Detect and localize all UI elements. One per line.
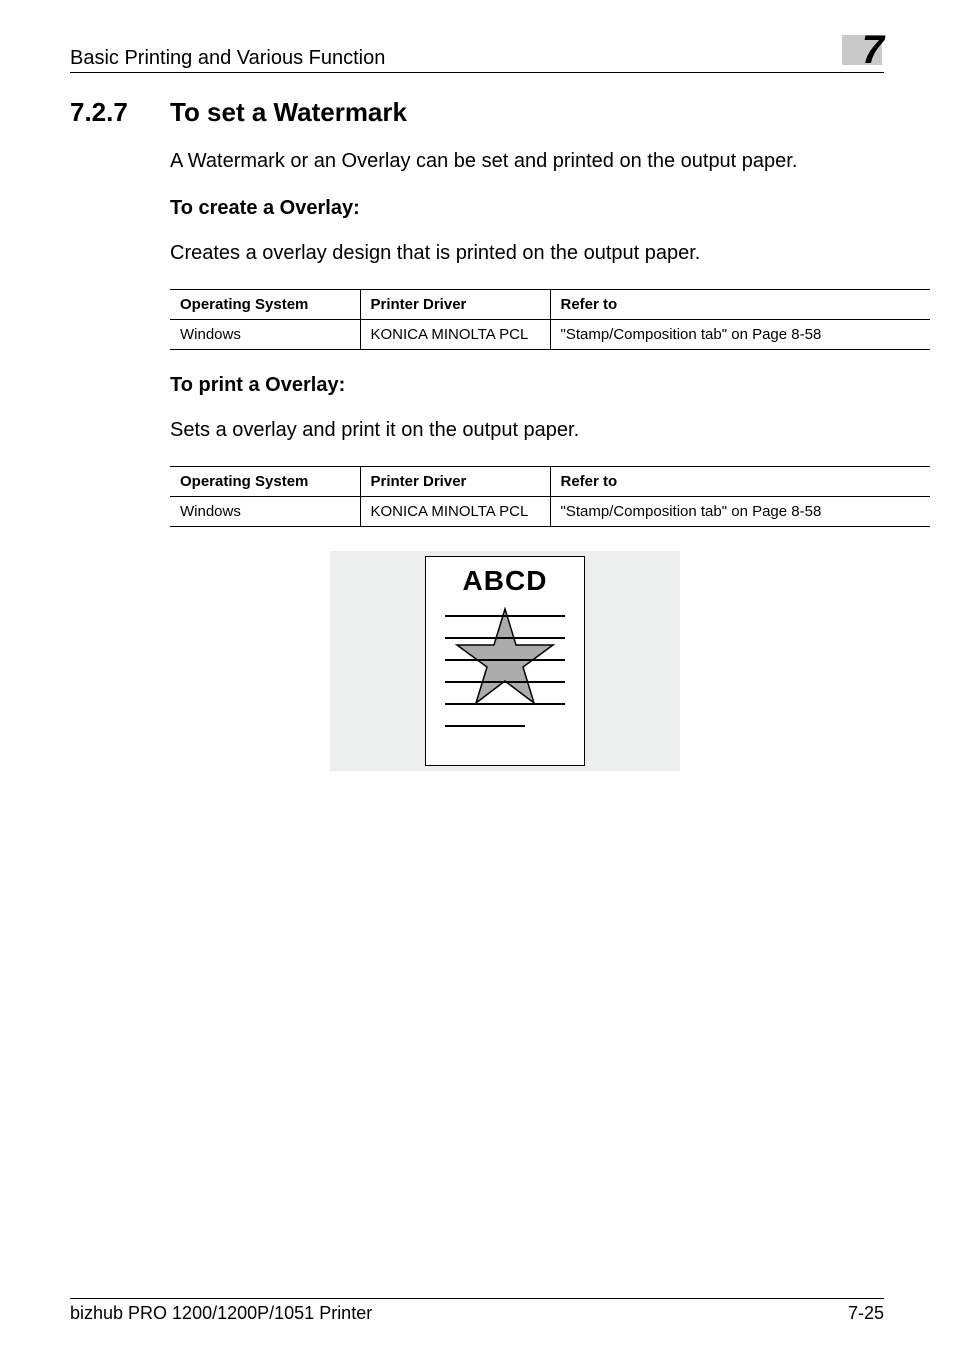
overlay-text-line xyxy=(445,725,525,727)
cell-ref: "Stamp/Composition tab" on Page 8-58 xyxy=(550,320,930,350)
col-ref: Refer to xyxy=(550,290,930,320)
create-overlay-table: Operating System Printer Driver Refer to… xyxy=(170,289,930,350)
overlay-text-line xyxy=(445,681,565,683)
runhead-title: Basic Printing and Various Function xyxy=(70,47,385,70)
section-heading: 7.2.7 To set a Watermark xyxy=(70,97,884,128)
overlay-illustration: ABCD xyxy=(330,551,680,771)
running-head: Basic Printing and Various Function 7 xyxy=(70,30,884,73)
table-header-row: Operating System Printer Driver Refer to xyxy=(170,467,930,497)
footer-right: 7-25 xyxy=(848,1303,884,1324)
col-ref: Refer to xyxy=(550,467,930,497)
footer-left: bizhub PRO 1200/1200P/1051 Printer xyxy=(70,1303,372,1324)
print-overlay-heading: To print a Overlay: xyxy=(170,374,884,397)
star-polygon xyxy=(457,609,553,703)
table-row: Windows KONICA MINOLTA PCL "Stamp/Compos… xyxy=(170,497,930,527)
overlay-text-line xyxy=(445,703,565,705)
overlay-page-body xyxy=(445,601,565,741)
overlay-text-line xyxy=(445,637,565,639)
intro-paragraph: A Watermark or an Overlay can be set and… xyxy=(170,148,884,175)
star-icon xyxy=(455,607,555,707)
cell-os: Windows xyxy=(170,497,360,527)
overlay-text-line xyxy=(445,615,565,617)
overlay-page-heading: ABCD xyxy=(463,565,548,597)
create-overlay-heading: To create a Overlay: xyxy=(170,197,884,220)
print-overlay-text: Sets a overlay and print it on the outpu… xyxy=(170,417,884,444)
col-driver: Printer Driver xyxy=(360,290,550,320)
overlay-text-line xyxy=(445,659,565,661)
section-title: To set a Watermark xyxy=(170,97,407,128)
print-overlay-table: Operating System Printer Driver Refer to… xyxy=(170,466,930,527)
chapter-number: 7 xyxy=(862,30,884,70)
overlay-page: ABCD xyxy=(425,556,585,766)
runhead-chapter-badge: 7 xyxy=(842,30,884,70)
cell-os: Windows xyxy=(170,320,360,350)
cell-ref: "Stamp/Composition tab" on Page 8-58 xyxy=(550,497,930,527)
table-row: Windows KONICA MINOLTA PCL "Stamp/Compos… xyxy=(170,320,930,350)
section-number: 7.2.7 xyxy=(70,97,170,128)
col-driver: Printer Driver xyxy=(360,467,550,497)
col-os: Operating System xyxy=(170,467,360,497)
create-overlay-text: Creates a overlay design that is printed… xyxy=(170,240,884,267)
cell-driver: KONICA MINOLTA PCL xyxy=(360,497,550,527)
cell-driver: KONICA MINOLTA PCL xyxy=(360,320,550,350)
col-os: Operating System xyxy=(170,290,360,320)
page-footer: bizhub PRO 1200/1200P/1051 Printer 7-25 xyxy=(70,1298,884,1324)
table-header-row: Operating System Printer Driver Refer to xyxy=(170,290,930,320)
